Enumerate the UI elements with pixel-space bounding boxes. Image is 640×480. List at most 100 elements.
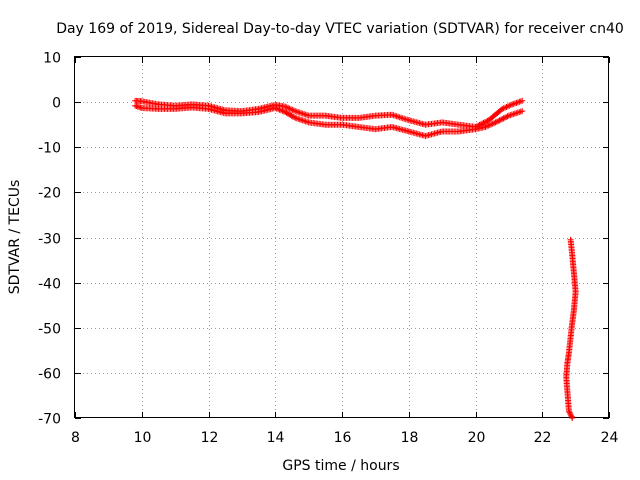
data-point <box>279 107 286 114</box>
data-point <box>299 110 306 117</box>
data-point <box>517 98 524 105</box>
x-tick-label: 14 <box>267 430 285 446</box>
y-axis-label: SDTVAR / TECUs <box>7 180 23 295</box>
data-point <box>288 112 295 119</box>
data-point <box>513 99 520 106</box>
data-point <box>480 119 487 126</box>
data-point <box>506 102 513 109</box>
y-tick-label: -50 <box>38 322 61 338</box>
data-point <box>491 120 498 127</box>
data-point <box>519 108 526 115</box>
data-point <box>272 104 279 111</box>
axis-ticks <box>75 57 610 419</box>
data-point <box>493 118 500 125</box>
data-point <box>295 109 302 116</box>
data-point <box>500 115 507 122</box>
data-point <box>508 111 515 118</box>
y-tick-label: 10 <box>43 51 61 67</box>
data-point <box>296 116 303 123</box>
data-point <box>283 104 290 111</box>
data-point <box>511 110 518 117</box>
data-point <box>513 110 520 117</box>
data-point <box>486 122 493 129</box>
data-point <box>492 119 499 126</box>
data-point <box>568 413 575 420</box>
data-point <box>503 103 510 110</box>
data-point <box>292 114 299 121</box>
data-point <box>301 111 308 118</box>
plot-frame <box>74 56 609 418</box>
data-point <box>507 102 514 109</box>
x-axis-tick-labels: 8 10 12 14 16 18 20 22 24 <box>71 430 618 446</box>
data-point <box>569 415 576 421</box>
data-point <box>292 108 299 115</box>
data-point <box>299 117 306 124</box>
data-point <box>499 105 506 112</box>
data-point <box>293 108 300 115</box>
data-point <box>496 117 503 124</box>
data-point <box>567 412 574 419</box>
x-tick-label: 16 <box>334 430 352 446</box>
data-point <box>482 123 489 130</box>
data-point <box>295 115 302 122</box>
data-markers <box>132 97 579 421</box>
chart-title: Day 169 of 2019, Sidereal Day-to-day VTE… <box>56 21 624 37</box>
series-track-b-lower <box>132 102 526 139</box>
data-point <box>283 109 290 116</box>
y-axis-tick-labels: 10 0 -10 -20 -30 -40 -50 -60 -70 <box>38 51 61 428</box>
x-axis-label: GPS time / hours <box>282 458 399 474</box>
data-point <box>286 111 293 118</box>
data-point <box>276 106 283 113</box>
data-point <box>291 114 298 121</box>
data-point <box>285 104 292 111</box>
data-point <box>302 111 309 118</box>
data-point <box>483 123 490 130</box>
data-point <box>298 110 305 117</box>
data-point <box>282 103 289 110</box>
y-tick-label: -20 <box>38 186 61 202</box>
y-tick-label: -30 <box>38 232 61 248</box>
data-point <box>287 111 294 118</box>
data-point <box>505 112 512 119</box>
data-point <box>566 409 573 416</box>
data-point <box>504 113 511 120</box>
data-point <box>287 106 294 113</box>
data-point <box>565 408 572 415</box>
data-point <box>510 111 517 118</box>
data-point <box>501 114 508 121</box>
data-point <box>503 114 510 121</box>
data-point <box>504 103 511 110</box>
data-point <box>304 118 311 125</box>
data-point <box>567 410 574 417</box>
x-tick-label: 22 <box>534 430 552 446</box>
data-point <box>510 100 517 107</box>
grid <box>75 57 609 418</box>
data-point <box>497 116 504 123</box>
y-tick-label: 0 <box>52 96 61 112</box>
x-tick-label: 12 <box>201 430 219 446</box>
data-point <box>512 100 519 107</box>
data-point <box>275 106 282 113</box>
data-point <box>273 105 280 112</box>
data-point <box>284 110 291 117</box>
data-point <box>507 112 514 119</box>
x-tick-label: 18 <box>401 430 419 446</box>
x-tick-label: 8 <box>71 430 80 446</box>
y-tick-label: -60 <box>38 367 61 383</box>
data-point <box>502 104 509 111</box>
data-point <box>499 116 506 123</box>
y-tick-label: -70 <box>38 412 61 428</box>
data-point <box>489 120 496 127</box>
data-point <box>280 108 287 115</box>
data-point <box>296 109 303 116</box>
data-point <box>509 101 516 108</box>
x-tick-label: 20 <box>468 430 486 446</box>
data-point <box>495 118 502 125</box>
data-point <box>516 98 523 105</box>
data-point <box>301 117 308 124</box>
data-point <box>517 108 524 115</box>
data-point <box>488 121 495 128</box>
data-point <box>293 115 300 122</box>
data-point <box>304 112 311 119</box>
